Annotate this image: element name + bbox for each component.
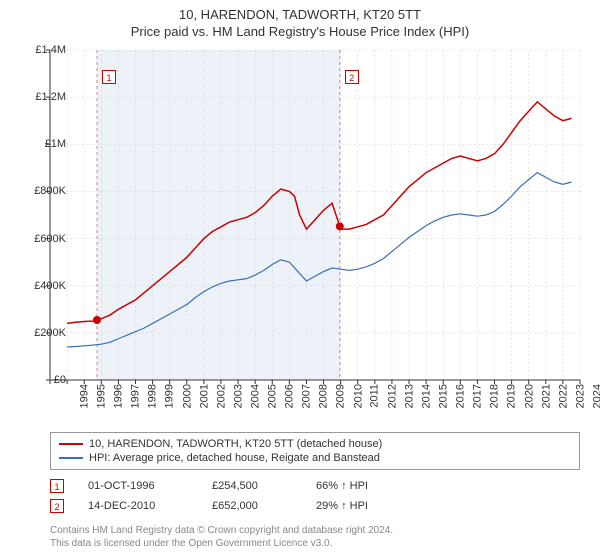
y-tick-label: £1M (45, 138, 66, 150)
x-tick-label: 2020 (523, 384, 535, 408)
line-chart-svg (50, 50, 580, 380)
chart-subtitle: Price paid vs. HM Land Registry's House … (0, 24, 600, 43)
x-tick-label: 2014 (420, 384, 432, 408)
y-tick-label: £600K (34, 233, 66, 245)
marker-badge: 2 (345, 70, 359, 84)
x-tick-label: 2016 (455, 384, 467, 408)
attribution: Contains HM Land Registry data © Crown c… (50, 524, 393, 550)
x-tick-label: 2000 (181, 384, 193, 408)
x-tick-label: 1998 (147, 384, 159, 408)
x-tick-label: 2003 (232, 384, 244, 408)
legend-swatch (59, 457, 83, 459)
plot-area (50, 50, 580, 380)
transaction-date: 01-OCT-1996 (88, 480, 188, 492)
transaction-badge: 1 (50, 479, 64, 493)
x-tick-label: 2017 (472, 384, 484, 408)
x-tick-label: 2010 (352, 384, 364, 408)
x-tick-label: 2021 (540, 384, 552, 408)
y-tick-label: £400K (34, 280, 66, 292)
transaction-change: 66% ↑ HPI (316, 480, 436, 492)
legend-label: HPI: Average price, detached house, Reig… (89, 452, 380, 464)
legend-item: 10, HARENDON, TADWORTH, KT20 5TT (detach… (59, 437, 571, 451)
chart-title: 10, HARENDON, TADWORTH, KT20 5TT (0, 0, 600, 24)
attribution-line: This data is licensed under the Open Gov… (50, 537, 393, 550)
x-tick-label: 2013 (403, 384, 415, 408)
legend-label: 10, HARENDON, TADWORTH, KT20 5TT (detach… (89, 438, 382, 450)
transaction-badge: 2 (50, 499, 64, 513)
x-tick-label: 2019 (506, 384, 518, 408)
transaction-date: 14-DEC-2010 (88, 500, 188, 512)
x-tick-label: 2023 (574, 384, 586, 408)
transaction-row: 1 01-OCT-1996 £254,500 66% ↑ HPI (50, 476, 436, 496)
transaction-change: 29% ↑ HPI (316, 500, 436, 512)
transaction-price: £652,000 (212, 500, 292, 512)
legend-swatch (59, 443, 83, 445)
marker-badge: 1 (102, 70, 116, 84)
x-tick-label: 1999 (164, 384, 176, 408)
transaction-row: 2 14-DEC-2010 £652,000 29% ↑ HPI (50, 496, 436, 516)
x-tick-label: 2015 (438, 384, 450, 408)
x-tick-label: 2005 (267, 384, 279, 408)
x-tick-label: 2018 (489, 384, 501, 408)
y-tick-label: £1.2M (35, 91, 66, 103)
x-tick-label: 2009 (335, 384, 347, 408)
legend: 10, HARENDON, TADWORTH, KT20 5TT (detach… (50, 432, 580, 470)
x-tick-label: 2001 (198, 384, 210, 408)
transaction-price: £254,500 (212, 480, 292, 492)
y-tick-label: £0 (54, 374, 66, 386)
y-tick-label: £1.4M (35, 44, 66, 56)
y-tick-label: £800K (34, 185, 66, 197)
x-tick-label: 1995 (96, 384, 108, 408)
x-tick-label: 1996 (113, 384, 125, 408)
x-tick-label: 2008 (318, 384, 330, 408)
x-tick-label: 2024 (591, 384, 600, 408)
x-tick-label: 2012 (386, 384, 398, 408)
transactions-table: 1 01-OCT-1996 £254,500 66% ↑ HPI 2 14-DEC-201… (50, 476, 436, 516)
x-tick-label: 1997 (130, 384, 142, 408)
x-tick-label: 2011 (368, 384, 380, 408)
x-tick-label: 1994 (78, 384, 90, 408)
y-tick-label: £200K (34, 327, 66, 339)
legend-item: HPI: Average price, detached house, Reig… (59, 451, 571, 465)
chart-container: 10, HARENDON, TADWORTH, KT20 5TT Price p… (0, 0, 600, 560)
x-tick-label: 2004 (249, 384, 261, 408)
x-tick-label: 2002 (215, 384, 227, 408)
attribution-line: Contains HM Land Registry data © Crown c… (50, 524, 393, 537)
x-tick-label: 2006 (284, 384, 296, 408)
x-tick-label: 2007 (301, 384, 313, 408)
x-tick-label: 2022 (557, 384, 569, 408)
